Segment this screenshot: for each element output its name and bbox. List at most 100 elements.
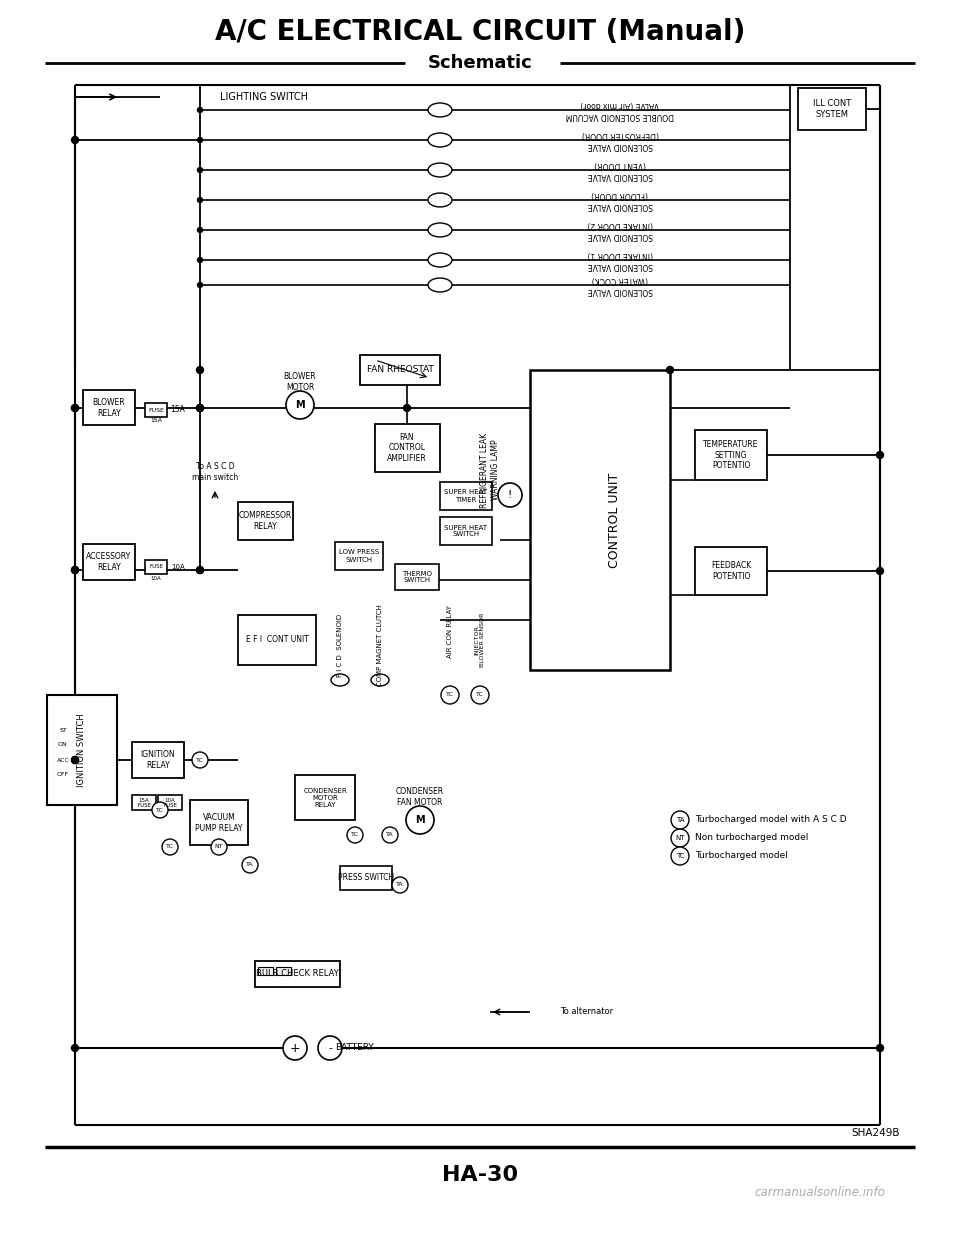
Ellipse shape (428, 193, 452, 207)
Circle shape (71, 136, 79, 144)
Text: REFRIGERANT LEAK
WARNING LAMP: REFRIGERANT LEAK WARNING LAMP (480, 433, 500, 507)
Circle shape (286, 391, 314, 419)
Circle shape (382, 827, 398, 843)
Text: E F I  CONT UNIT: E F I CONT UNIT (246, 635, 308, 645)
Ellipse shape (371, 675, 389, 686)
Text: TEMPERATURE
SETTING
POTENTIO: TEMPERATURE SETTING POTENTIO (704, 440, 758, 470)
Bar (798, 88, 866, 130)
Text: TC: TC (156, 807, 164, 812)
Bar (276, 967, 291, 975)
Text: TC: TC (351, 832, 359, 837)
Text: CONDENSER
MOTOR
RELAY: CONDENSER MOTOR RELAY (303, 787, 347, 808)
Text: THERMO
SWITCH: THERMO SWITCH (402, 570, 432, 584)
Bar (395, 564, 439, 590)
Text: DOUBLE SOLENOID VACUUM
VALVE (Air mix door): DOUBLE SOLENOID VACUUM VALVE (Air mix do… (565, 100, 674, 120)
Bar (190, 800, 248, 844)
Text: Turbocharged model: Turbocharged model (695, 852, 788, 861)
Bar (83, 391, 135, 425)
Text: SOLENOID VALVE
(WATER COCK): SOLENOID VALVE (WATER COCK) (588, 275, 653, 295)
Circle shape (671, 830, 689, 847)
Circle shape (197, 404, 204, 412)
Text: 10A: 10A (151, 575, 161, 580)
Text: SOLENOID VALVE
(INTAKE DOOR 1): SOLENOID VALVE (INTAKE DOOR 1) (588, 250, 653, 270)
Bar (695, 547, 767, 595)
Circle shape (197, 367, 204, 373)
Circle shape (671, 847, 689, 866)
Text: TC: TC (446, 692, 454, 697)
Text: M: M (415, 815, 425, 825)
Text: AIR CON RELAY: AIR CON RELAY (447, 605, 453, 658)
Text: To A S C D
main switch: To A S C D main switch (192, 463, 238, 481)
Text: FEEDBACK
POTENTIO: FEEDBACK POTENTIO (710, 562, 751, 580)
Circle shape (71, 1044, 79, 1052)
Text: 15A: 15A (171, 405, 185, 414)
Circle shape (403, 404, 411, 412)
Circle shape (197, 404, 204, 412)
Text: VACUUM
PUMP RELAY: VACUUM PUMP RELAY (195, 813, 243, 833)
Text: NT: NT (675, 835, 684, 841)
Circle shape (197, 567, 204, 573)
Text: CONTROL UNIT: CONTROL UNIT (609, 472, 621, 568)
Circle shape (71, 404, 79, 412)
Text: SUPER HEAT
SWITCH: SUPER HEAT SWITCH (444, 525, 488, 537)
Bar (145, 560, 167, 574)
Text: SHA249B: SHA249B (852, 1128, 900, 1138)
Bar (132, 795, 156, 810)
Text: Turbocharged model with A S C D: Turbocharged model with A S C D (695, 816, 847, 825)
Text: SUPER HEAT
TIMER: SUPER HEAT TIMER (444, 490, 488, 502)
Text: FUSE: FUSE (149, 564, 163, 569)
Bar (360, 355, 440, 384)
Bar (158, 795, 182, 810)
Text: ACCESSORY
RELAY: ACCESSORY RELAY (86, 552, 132, 572)
Text: +: + (290, 1042, 300, 1054)
Text: TC: TC (476, 692, 484, 697)
Circle shape (671, 811, 689, 830)
Text: OFF: OFF (57, 773, 69, 777)
Circle shape (198, 197, 203, 202)
Circle shape (71, 404, 79, 412)
Text: TA: TA (386, 832, 394, 837)
Ellipse shape (428, 162, 452, 177)
Circle shape (876, 451, 883, 459)
Text: ACC: ACC (57, 758, 69, 763)
Text: 10A: 10A (171, 564, 185, 570)
Bar (440, 482, 492, 510)
Ellipse shape (428, 253, 452, 267)
Circle shape (392, 877, 408, 893)
Bar (340, 866, 392, 890)
Bar (83, 544, 135, 580)
Ellipse shape (331, 675, 349, 686)
Bar (530, 370, 670, 670)
Text: COMPRESSOR
RELAY: COMPRESSOR RELAY (238, 511, 292, 531)
Circle shape (152, 802, 168, 818)
Text: F I C D  SOLENOID: F I C D SOLENOID (337, 614, 343, 677)
Circle shape (71, 756, 79, 764)
Circle shape (318, 1035, 342, 1060)
Text: carmanualsonline.info: carmanualsonline.info (755, 1185, 885, 1199)
Circle shape (198, 258, 203, 263)
Text: INJECTOR
BLOWER SENSOR: INJECTOR BLOWER SENSOR (474, 613, 486, 667)
Text: FAN
CONTROL
AMPLIFIER: FAN CONTROL AMPLIFIER (387, 433, 427, 463)
Bar (258, 967, 273, 975)
Circle shape (198, 227, 203, 233)
Text: FUSE: FUSE (148, 408, 164, 413)
Text: To alternator: To alternator (560, 1007, 613, 1017)
Text: ILL CONT
SYSTEM: ILL CONT SYSTEM (813, 99, 852, 119)
Text: SOLENOID VALVE
(INTAKE DOOR 2): SOLENOID VALVE (INTAKE DOOR 2) (588, 221, 653, 239)
Circle shape (211, 839, 227, 856)
Text: Schematic: Schematic (427, 55, 533, 72)
Text: TC: TC (166, 844, 174, 849)
Circle shape (192, 751, 208, 768)
Text: LIGHTING SWITCH: LIGHTING SWITCH (220, 92, 308, 102)
Text: TC: TC (196, 758, 204, 763)
Text: BLOWER
RELAY: BLOWER RELAY (93, 398, 126, 418)
Circle shape (71, 567, 79, 573)
Circle shape (498, 484, 522, 507)
Circle shape (198, 167, 203, 172)
Text: LOW PRESS
SWITCH: LOW PRESS SWITCH (339, 549, 379, 563)
Text: BULB CHECK RELAY: BULB CHECK RELAY (255, 970, 338, 978)
Circle shape (666, 367, 674, 373)
Text: PRESS SWITCH: PRESS SWITCH (338, 873, 395, 883)
Bar (695, 430, 767, 480)
Circle shape (876, 568, 883, 574)
